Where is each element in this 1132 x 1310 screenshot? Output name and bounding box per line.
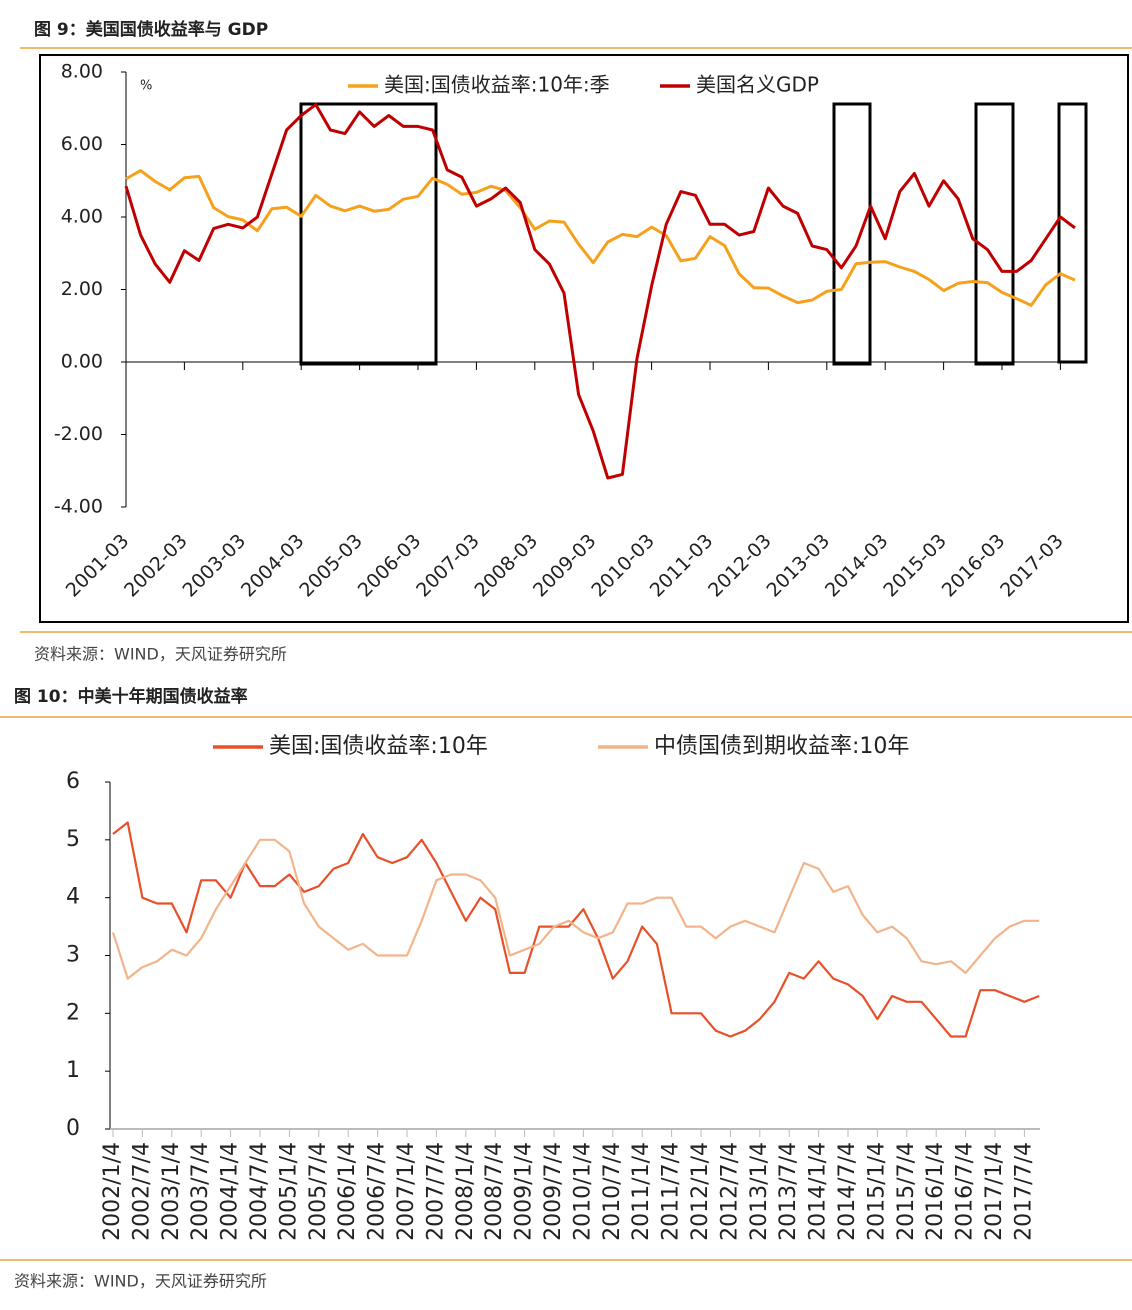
y-tick-label: 4.00 — [61, 206, 103, 228]
series-line — [124, 103, 1076, 480]
y-tick-label: 0.00 — [61, 351, 103, 373]
highlight-box — [299, 102, 438, 366]
x-tick-label: 2005/7/4 — [306, 1142, 331, 1241]
x-tick-label: 2013-03 — [763, 530, 835, 602]
unit-label: % — [140, 79, 152, 94]
legend-label: 美国:国债收益率:10年 — [269, 734, 488, 759]
x-tick-label: 2015/7/4 — [894, 1142, 919, 1241]
x-tick-label: 2012/1/4 — [688, 1142, 713, 1241]
x-tick-label: 2016/7/4 — [953, 1142, 978, 1241]
x-tick-label: 2001-03 — [62, 530, 134, 602]
x-tick-label: 2004/7/4 — [247, 1142, 272, 1241]
x-tick-label: 2008-03 — [471, 530, 543, 602]
series-line — [112, 821, 1040, 1038]
y-tick-label: -2.00 — [54, 423, 103, 445]
x-tick-label: 2003/1/4 — [159, 1142, 184, 1241]
x-tick-label: 2015-03 — [879, 530, 951, 602]
y-tick-label: 6.00 — [61, 133, 103, 155]
x-tick-label: 2009/7/4 — [541, 1142, 566, 1241]
x-tick-label: 2013/1/4 — [747, 1142, 772, 1241]
y-tick-label: 6 — [66, 769, 80, 794]
x-tick-label: 2017/1/4 — [982, 1142, 1007, 1241]
series-line — [125, 169, 1076, 307]
y-tick-label: 8.00 — [61, 61, 103, 83]
x-tick-label: 2016/1/4 — [923, 1142, 948, 1241]
x-tick-label: 2012/7/4 — [717, 1142, 742, 1241]
source-note: 资料来源：WIND，天风证券研究所 — [14, 1272, 267, 1291]
x-tick-label: 2013/7/4 — [776, 1142, 801, 1241]
x-tick-label: 2002/1/4 — [100, 1142, 125, 1241]
figure-caption: 图 9：美国国债收益率与 GDP — [34, 19, 268, 40]
x-tick-label: 2014/7/4 — [835, 1142, 860, 1241]
y-tick-label: 4 — [66, 885, 80, 910]
x-tick-label: 2006/7/4 — [365, 1142, 390, 1241]
x-tick-label: 2007/7/4 — [423, 1142, 448, 1241]
highlight-box — [832, 102, 872, 366]
x-tick-label: 2010/1/4 — [570, 1142, 595, 1241]
x-tick-label: 2010/7/4 — [600, 1142, 625, 1241]
x-tick-label: 2003-03 — [179, 530, 251, 602]
x-tick-label: 2007/1/4 — [394, 1142, 419, 1241]
x-tick-label: 2009/1/4 — [512, 1142, 537, 1241]
x-tick-label: 2015/1/4 — [864, 1142, 889, 1241]
legend-label: 美国名义GDP — [696, 73, 819, 97]
x-tick-label: 2017-03 — [996, 530, 1068, 602]
x-tick-label: 2006-03 — [354, 530, 426, 602]
figure-caption: 图 10：中美十年期国债收益率 — [14, 686, 248, 707]
legend-label: 中债国债到期收益率:10年 — [654, 734, 909, 759]
x-tick-label: 2007-03 — [412, 530, 484, 602]
x-tick-label: 2004/1/4 — [218, 1142, 243, 1241]
y-tick-label: 0 — [66, 1116, 80, 1141]
x-tick-label: 2008/7/4 — [482, 1142, 507, 1241]
x-tick-label: 2010-03 — [587, 530, 659, 602]
x-tick-label: 2011/7/4 — [659, 1142, 684, 1241]
x-tick-label: 2005-03 — [295, 530, 367, 602]
x-tick-label: 2014-03 — [821, 530, 893, 602]
x-tick-label: 2009-03 — [529, 530, 601, 602]
y-tick-label: 2.00 — [61, 278, 103, 300]
x-tick-label: 2004-03 — [237, 530, 309, 602]
x-tick-label: 2002/7/4 — [129, 1142, 154, 1241]
highlight-box — [1057, 102, 1088, 364]
chart-frame — [39, 54, 1129, 623]
y-tick-label: -4.00 — [54, 496, 103, 518]
y-tick-label: 2 — [66, 1000, 80, 1025]
legend-label: 美国:国债收益率:10年:季 — [384, 73, 610, 97]
highlight-boxes — [299, 102, 1088, 366]
x-tick-label: 2016-03 — [938, 530, 1010, 602]
x-tick-label: 2011/1/4 — [629, 1142, 654, 1241]
highlight-box — [974, 102, 1015, 366]
x-tick-label: 2003/7/4 — [188, 1142, 213, 1241]
source-note: 资料来源：WIND，天风证券研究所 — [34, 645, 287, 664]
x-tick-label: 2014/1/4 — [806, 1142, 831, 1241]
x-tick-label: 2006/1/4 — [335, 1142, 360, 1241]
y-tick-label: 3 — [66, 943, 80, 968]
y-tick-label: 1 — [66, 1058, 80, 1083]
y-tick-label: 5 — [66, 827, 80, 852]
x-tick-label: 2002-03 — [120, 530, 192, 602]
series-line — [111, 838, 1040, 980]
x-tick-label: 2008/1/4 — [453, 1142, 478, 1241]
x-tick-label: 2012-03 — [704, 530, 776, 602]
x-tick-label: 2011-03 — [646, 530, 718, 602]
x-tick-label: 2017/7/4 — [1011, 1142, 1036, 1241]
x-tick-label: 2005/1/4 — [276, 1142, 301, 1241]
